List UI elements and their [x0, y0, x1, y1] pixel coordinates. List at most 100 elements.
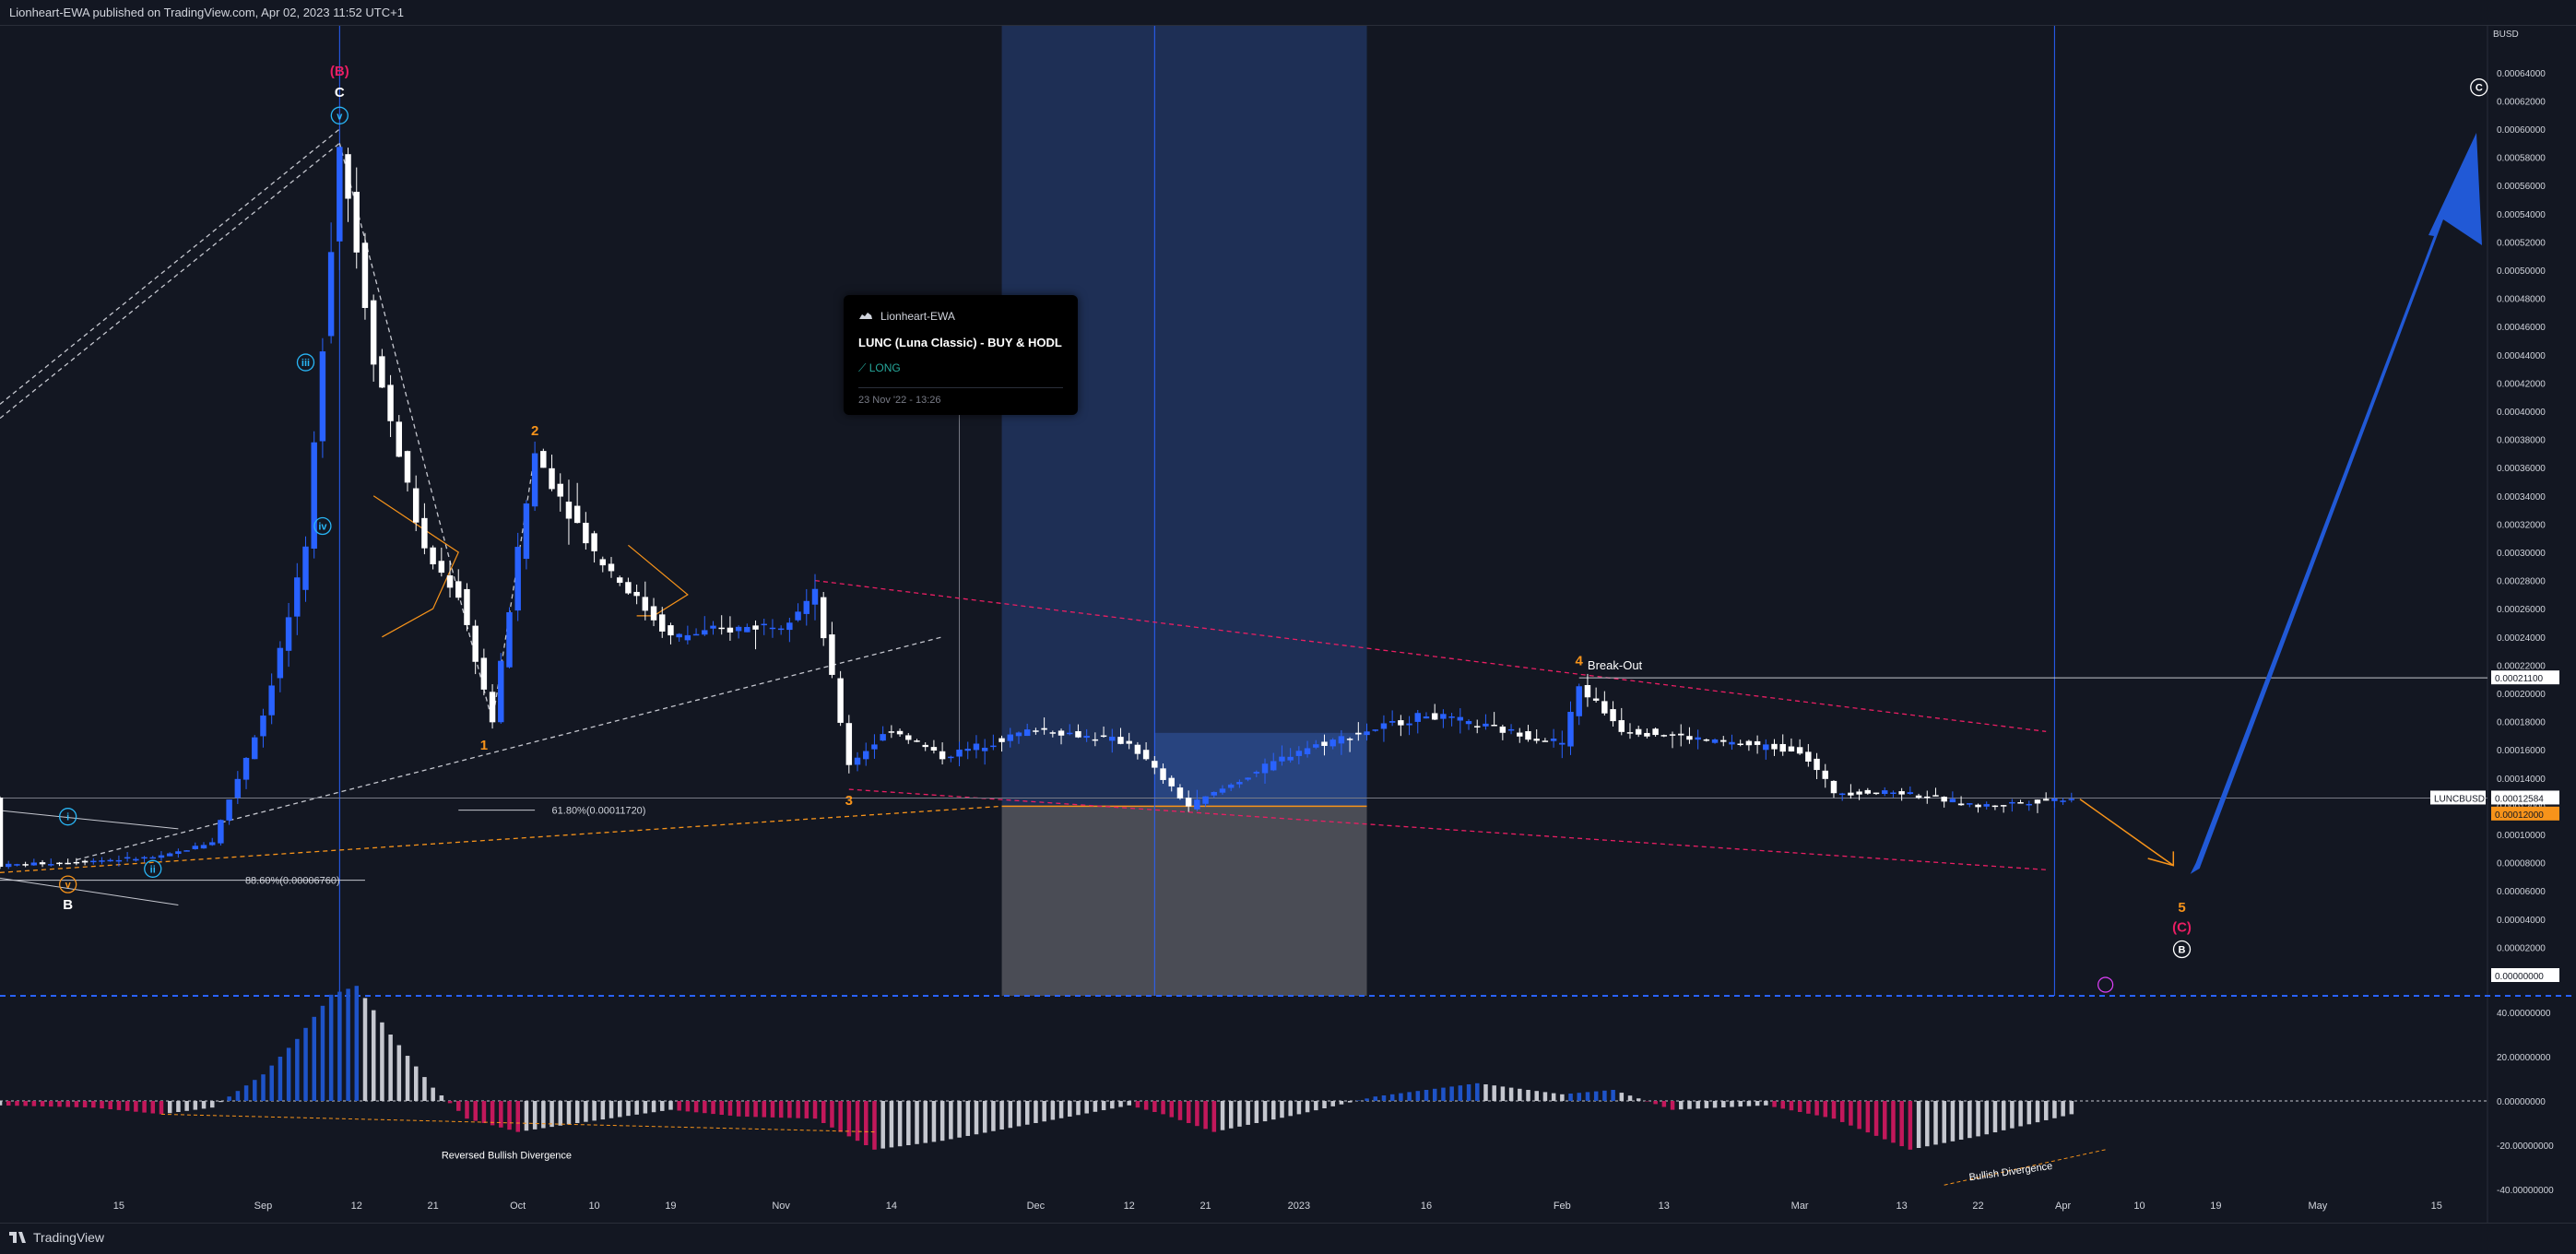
candle-body	[124, 857, 131, 859]
candle-body	[175, 851, 182, 855]
osc-bar	[1908, 1101, 1913, 1150]
osc-bar	[1008, 1101, 1013, 1129]
candle-body	[107, 859, 113, 862]
y-tick-label: 0.00060000	[2497, 125, 2546, 136]
osc-bar	[1679, 1101, 1684, 1110]
candle-body	[1499, 727, 1507, 733]
candle-body	[964, 749, 971, 751]
y-tick-label: 0.00056000	[2497, 182, 2546, 192]
candle-body	[1856, 791, 1862, 795]
osc-bar	[1899, 1101, 1904, 1147]
osc-bar	[2035, 1101, 2040, 1123]
y-tick-label: 0.00048000	[2497, 295, 2546, 305]
breakout-annotation: Break-Out	[1588, 658, 1643, 672]
osc-bar	[1228, 1101, 1234, 1129]
osc-bar	[1381, 1095, 1387, 1101]
candle-body	[1219, 788, 1226, 793]
osc-bar	[431, 1087, 435, 1101]
osc-bar	[1458, 1085, 1463, 1101]
candle-body	[854, 757, 861, 765]
osc-bar	[1466, 1084, 1471, 1101]
candle-body	[1737, 743, 1743, 746]
osc-bar	[1424, 1090, 1429, 1101]
candle-body	[1864, 789, 1872, 794]
last-price-tag: 0.00012584	[2495, 794, 2544, 804]
popup-title[interactable]: LUNC (Luna Classic) - BUY & HODL	[858, 336, 1062, 349]
osc-bar	[1143, 1101, 1149, 1110]
candle-body	[1754, 740, 1761, 745]
osc-bar	[1373, 1096, 1378, 1101]
candle-body	[676, 633, 682, 638]
osc-bar	[796, 1101, 800, 1118]
osc-bar	[295, 1038, 300, 1101]
osc-bar	[219, 1101, 223, 1103]
wave-label: (C)	[2172, 920, 2192, 936]
osc-bar	[396, 1045, 402, 1101]
idea-popup[interactable]: Lionheart-EWA LUNC (Luna Classic) - BUY …	[844, 295, 1078, 415]
orange-support-line	[0, 805, 1002, 873]
candle-body	[914, 740, 920, 742]
popup-date: 23 Nov '22 - 13:26	[858, 395, 941, 406]
osc-bar	[2018, 1101, 2023, 1127]
candle-body	[922, 744, 928, 748]
osc-bar	[1636, 1098, 1641, 1101]
osc-bar	[1593, 1091, 1599, 1101]
wave-label: B	[63, 897, 73, 913]
osc-bar	[778, 1101, 784, 1118]
wave-label-circle	[144, 859, 162, 878]
osc-bar	[159, 1101, 164, 1115]
osc-bar	[1857, 1101, 1861, 1130]
candle-body	[956, 749, 963, 757]
candle-body	[1152, 761, 1158, 768]
popup-author[interactable]: Lionheart-EWA	[880, 310, 955, 323]
osc-bar	[1024, 1101, 1030, 1125]
candle-body	[446, 575, 454, 588]
osc-bar	[337, 991, 342, 1101]
osc-bar	[1696, 1101, 1700, 1109]
candle-body	[1126, 740, 1132, 744]
osc-bar	[1135, 1101, 1140, 1108]
osc-bar	[745, 1101, 750, 1118]
osc-bar	[6, 1101, 11, 1106]
osc-bar	[838, 1101, 843, 1132]
osc-bar	[1508, 1087, 1514, 1101]
tradingview-brand[interactable]: TradingView	[9, 1230, 104, 1245]
candle-body	[990, 745, 997, 748]
osc-bar	[1246, 1101, 1250, 1125]
avatar-icon	[859, 313, 872, 319]
candle-body	[642, 597, 649, 611]
candle-body	[1474, 726, 1481, 728]
candle-body	[430, 547, 436, 565]
candle-body	[1567, 712, 1574, 747]
footer-bar: TradingView	[0, 1223, 2576, 1254]
wave-label: 2	[531, 423, 538, 439]
osc-bar	[999, 1101, 1004, 1130]
candle-body	[353, 192, 360, 253]
wave-label-circle	[2470, 78, 2488, 97]
osc-bar	[1687, 1101, 1692, 1109]
price-chart[interactable]: (B)CviiiiviiivB12345(C)BCBreak-Out61.80%…	[0, 26, 2576, 1223]
osc-bar	[549, 1101, 554, 1128]
candle-body	[633, 591, 640, 597]
candle-body	[99, 860, 105, 862]
osc-bar	[1492, 1085, 1496, 1101]
candle-body	[1440, 714, 1447, 719]
osc-bar	[1789, 1101, 1794, 1111]
candle-body	[1109, 736, 1116, 741]
osc-y-tick-label: -20.00000000	[2497, 1142, 2554, 1152]
x-tick-label: 10	[2133, 1201, 2145, 1212]
osc-bar	[1933, 1101, 1938, 1145]
x-tick-label: Dec	[1027, 1201, 1046, 1212]
osc-bar	[1389, 1094, 1395, 1101]
osc-bar	[1780, 1101, 1786, 1109]
target-arrow	[2190, 133, 2482, 874]
x-tick-label: 22	[1972, 1201, 1983, 1212]
osc-bar	[949, 1101, 953, 1140]
candle-body	[1652, 728, 1659, 736]
x-tick-label: 21	[1199, 1201, 1211, 1212]
candle-body	[65, 862, 71, 865]
candle-body	[1185, 798, 1192, 807]
candle-body	[1941, 797, 1947, 802]
candle-body	[1049, 732, 1057, 734]
osc-bar	[957, 1101, 962, 1138]
